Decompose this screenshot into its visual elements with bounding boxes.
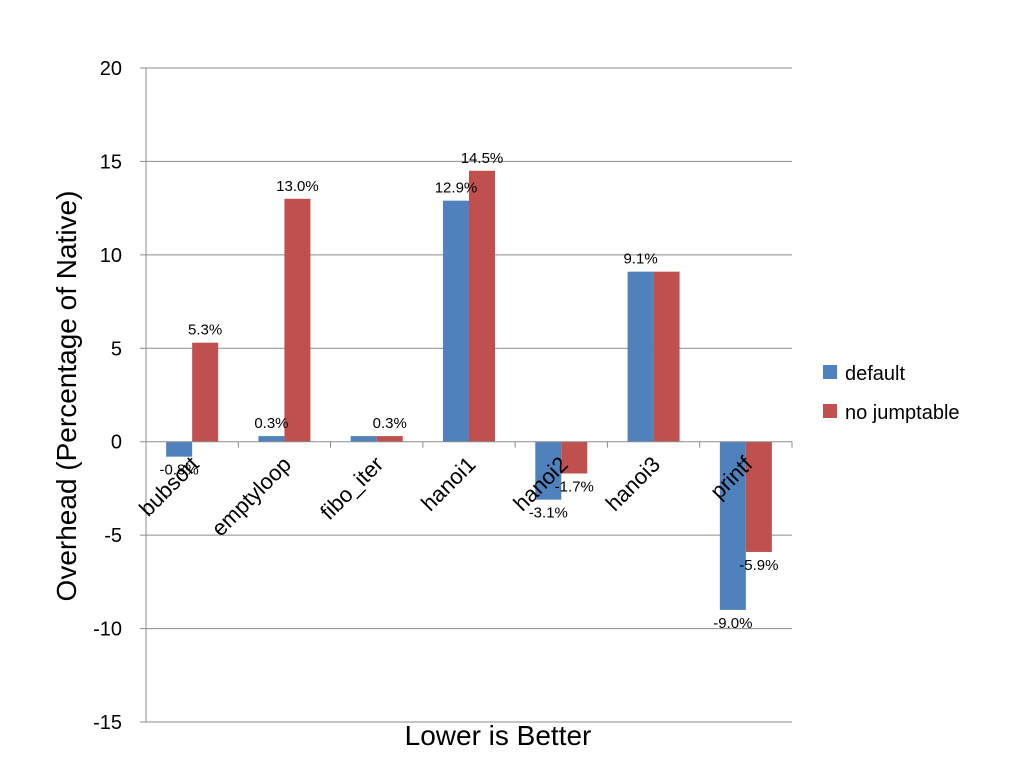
x-tick-label: hanoi1 <box>416 452 480 516</box>
legend-swatch <box>823 365 837 379</box>
data-label: -9.0% <box>713 615 752 632</box>
y-axis-label: Overhead (Percentage of Native) <box>51 191 82 602</box>
data-label: 13.0% <box>276 178 319 195</box>
bar-default <box>258 436 285 442</box>
x-tick-label: emptyloop <box>207 452 296 541</box>
data-label: -0.8% <box>160 462 199 479</box>
bars <box>166 170 772 610</box>
y-tick-label: -10 <box>93 619 122 641</box>
data-label: -5.9% <box>739 557 778 574</box>
data-label: -1.7% <box>555 478 594 495</box>
y-tick-label: -15 <box>93 712 122 734</box>
x-tick-labels: bubsort emptyloop fibo_iter hanoi1 hanoi2 han… <box>134 451 758 541</box>
data-label: 14.5% <box>461 150 504 167</box>
data-label: 12.9% <box>435 180 478 197</box>
bar-no-jumptable <box>745 441 772 552</box>
bar-default <box>719 441 746 610</box>
data-label: 5.3% <box>188 322 222 339</box>
y-tick-label: 0 <box>111 432 122 454</box>
legend: default no jumptable <box>823 363 960 424</box>
y-tick-label: 10 <box>100 245 122 267</box>
bar-default <box>535 441 562 500</box>
bar-default <box>166 441 193 457</box>
data-labels: -0.8% 5.3% 0.3% 13.0% 0.3% 12.9% 14.5% -3.1% -1.… <box>160 150 779 632</box>
bar-no-jumptable <box>376 436 403 442</box>
bar-default <box>350 436 377 442</box>
data-label: -3.1% <box>529 505 568 522</box>
bar-no-jumptable <box>469 170 495 442</box>
y-tick-label: 20 <box>100 58 122 80</box>
x-tick-label: hanoi3 <box>601 452 665 516</box>
y-tick-label: -5 <box>104 525 122 547</box>
data-label: 9.1% <box>623 251 657 268</box>
y-tick-labels: 20 15 10 5 0 -5 -10 -15 <box>93 58 122 734</box>
data-label: 0.3% <box>373 415 407 432</box>
bar-default <box>443 200 469 442</box>
bar-no-jumptable <box>653 271 680 442</box>
legend-label: no jumptable <box>845 402 960 424</box>
data-label: 0.3% <box>254 415 288 432</box>
x-axis-label: Lower is Better <box>405 720 592 751</box>
bar-no-jumptable <box>192 342 219 442</box>
bar-default <box>627 271 654 442</box>
legend-label: default <box>845 363 905 385</box>
y-tick-label: 5 <box>111 338 122 360</box>
axes <box>140 67 793 723</box>
x-tick-label: fibo_iter <box>315 452 388 525</box>
bar-no-jumptable <box>561 441 588 474</box>
legend-swatch <box>823 404 837 418</box>
y-tick-label: 15 <box>100 151 122 173</box>
bar-no-jumptable <box>284 198 311 442</box>
